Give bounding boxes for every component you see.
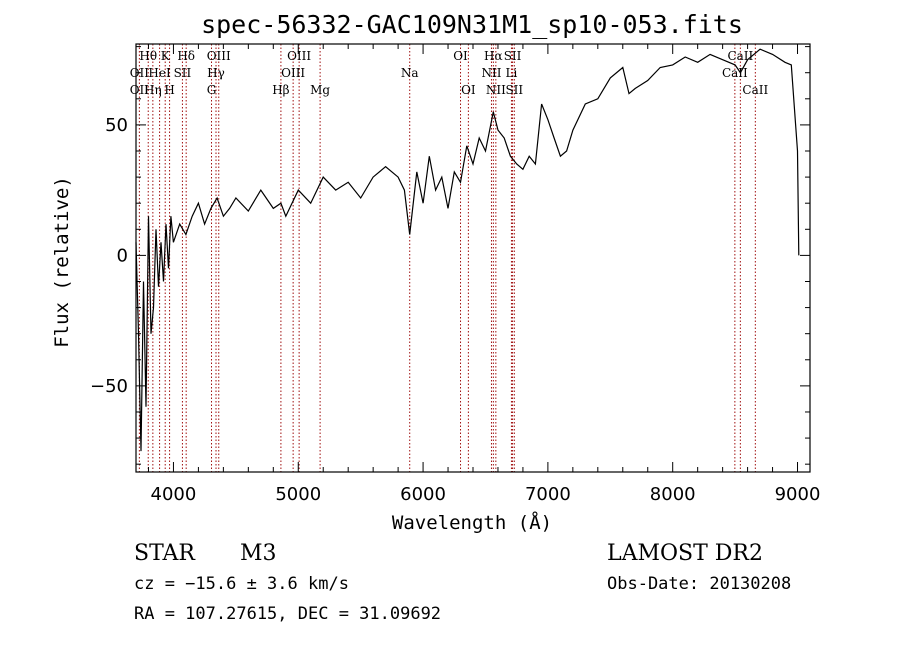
marker-label: NII [481,66,501,80]
marker-label: Hδ [177,49,195,63]
chart-title: spec-56332-GAC109N31M1_sp10-053.fits [201,10,743,39]
marker-label: OIII [281,66,305,80]
marker-label: Mg [310,83,330,97]
marker-label: Na [401,66,419,80]
marker-label: OIII [207,49,231,63]
marker-label: OI [453,49,468,63]
marker-label: NII [486,83,506,97]
x-axis-ticks: 4000 5000 6000 7000 8000 9000 [147,44,821,505]
y-tick-label: −50 [90,376,128,397]
marker-label: CaII [722,66,748,80]
marker-label: HeI [148,66,171,80]
marker-label: K [161,49,171,63]
x-tick-label: 7000 [525,484,571,505]
marker-label: CaII [742,83,768,97]
x-tick-label: 8000 [650,484,696,505]
x-axis-label: Wavelength (Å) [392,511,552,534]
y-axis-ticks: −50 0 50 [90,46,810,465]
marker-label: SII [174,66,192,80]
marker-label: G [207,83,217,97]
y-axis-label: Flux (relative) [51,176,73,348]
observation-date: Obs-Date: 20130208 [607,574,791,594]
marker-label: OII [130,83,150,97]
marker-label: OI [461,83,476,97]
object-subclass: M3 [240,541,277,566]
marker-label: Hη [144,83,162,97]
marker-label: Hα [484,49,503,63]
spectrum-line [135,48,800,452]
x-tick-label: 5000 [275,484,321,505]
y-tick-label: 50 [105,115,128,136]
survey-name: LAMOST DR2 [607,541,763,566]
marker-label: Li [506,66,518,80]
coordinates: RA = 107.27615, DEC = 31.09692 [134,604,441,624]
line-markers [138,44,756,472]
y-tick-label: 0 [117,245,128,266]
marker-label: CaII [727,49,753,63]
x-tick-label: 9000 [775,484,821,505]
marker-label: H [164,83,174,97]
marker-label: SII [504,49,522,63]
x-tick-label: 6000 [400,484,446,505]
marker-label: SII [505,83,523,97]
plot-frame [135,43,811,473]
x-tick-label: 4000 [151,484,197,505]
marker-label: Hβ [272,83,289,97]
marker-label: Hγ [207,66,225,80]
object-class: STAR [134,541,196,566]
marker-label: OIII [287,49,311,63]
redshift-cz: cz = −15.6 ± 3.6 km/s [134,574,349,594]
marker-label: Hθ [139,49,157,63]
